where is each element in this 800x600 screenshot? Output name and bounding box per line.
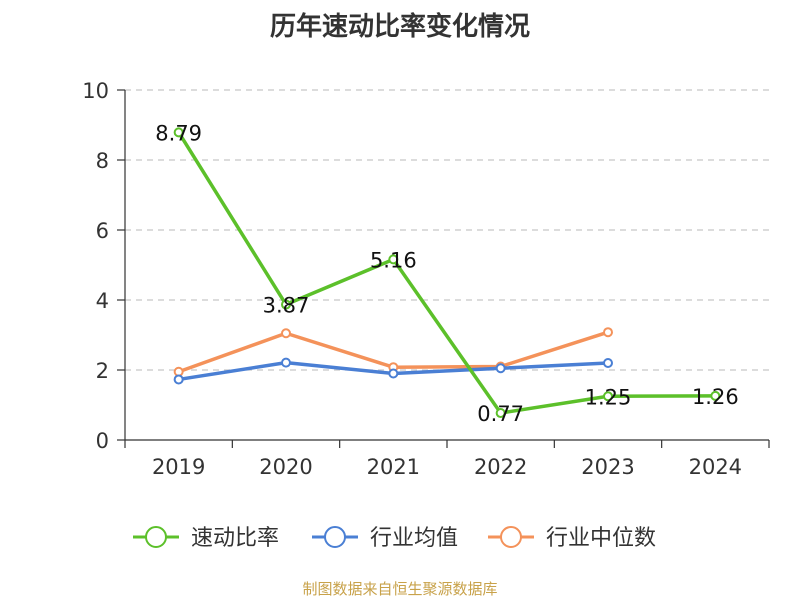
legend-label: 速动比率 <box>191 526 279 551</box>
y-tick-label: 2 <box>96 359 109 383</box>
series-line <box>177 131 716 415</box>
x-tick-label: 2024 <box>689 455 742 479</box>
data-point <box>603 391 613 402</box>
data-point <box>603 327 613 338</box>
y-tick-label: 0 <box>96 429 109 453</box>
y-tick-label: 10 <box>82 79 109 103</box>
chart-title: 历年速动比率变化情况 <box>269 12 530 42</box>
data-point <box>495 408 506 419</box>
data-point <box>281 299 291 310</box>
data-label: 5.16 <box>370 248 417 272</box>
legend-label: 行业中位数 <box>546 526 656 551</box>
data-point <box>495 363 506 374</box>
data-point <box>388 368 399 379</box>
legend-swatch-marker <box>145 526 167 548</box>
data-label: 0.77 <box>477 402 524 426</box>
x-tick-label: 2022 <box>474 455 527 479</box>
x-tick-label: 2019 <box>152 455 205 479</box>
data-label: 1.26 <box>692 385 739 409</box>
data-point <box>281 357 291 368</box>
data-label: 1.25 <box>585 385 632 409</box>
data-point <box>710 390 721 401</box>
x-tick-label: 2021 <box>367 455 420 479</box>
source-note: 制图数据来自恒生聚源数据库 <box>302 580 498 598</box>
legend-label: 行业均值 <box>370 526 458 551</box>
data-point <box>173 127 184 138</box>
data-label: 8.79 <box>155 121 202 145</box>
legend-swatch-marker <box>500 526 522 548</box>
legend-swatch-marker <box>324 526 346 548</box>
x-tick-label: 2020 <box>259 455 312 479</box>
data-point <box>388 254 399 265</box>
y-tick-label: 4 <box>96 289 109 313</box>
data-point <box>173 374 184 385</box>
y-tick-label: 6 <box>96 219 109 243</box>
data-point <box>281 328 291 339</box>
x-tick-label: 2023 <box>581 455 634 479</box>
data-point <box>603 358 613 368</box>
y-tick-label: 8 <box>96 149 109 173</box>
data-label: 3.87 <box>263 294 310 318</box>
